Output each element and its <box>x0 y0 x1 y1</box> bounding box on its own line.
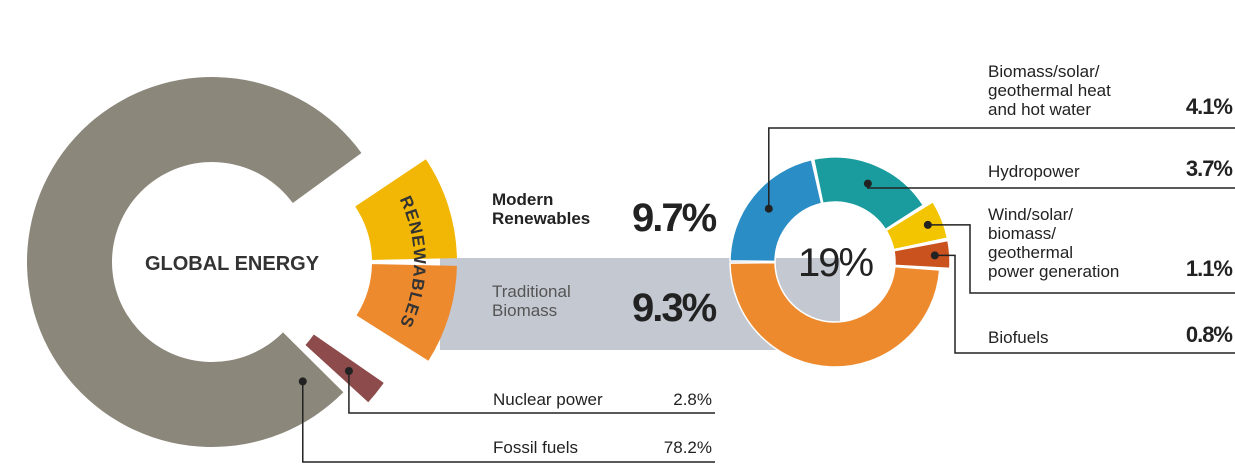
donut-segment <box>356 264 457 361</box>
category-label: Nuclear power <box>493 390 603 409</box>
value-label: 1.1% <box>1185 256 1233 281</box>
leader-dot <box>930 251 939 260</box>
value-label: 9.3% <box>632 286 717 330</box>
category-label: Biofuels <box>988 328 1049 347</box>
value-label: 78.2% <box>663 438 712 457</box>
donut-segment <box>885 200 949 251</box>
donut-segment <box>355 159 457 260</box>
leader-line <box>934 254 1235 354</box>
donut-segment <box>729 261 941 368</box>
value-label: 0.8% <box>1185 322 1233 347</box>
donut-segment <box>893 239 951 270</box>
center-label: 19% <box>798 241 873 285</box>
category-label: Wind/solar/ biomass/ geothermal power ge… <box>988 205 1120 281</box>
category-label: Traditional Biomass <box>492 282 571 320</box>
value-label: 9.7% <box>632 196 717 240</box>
leader-line <box>927 224 1235 294</box>
category-label: Modern Renewables <box>492 190 591 228</box>
leader-line <box>768 127 1235 209</box>
value-label: 2.8% <box>673 390 712 409</box>
donut-segment <box>27 77 362 448</box>
center-label: GLOBAL ENERGY <box>145 253 320 275</box>
category-label: Fossil fuels <box>493 438 579 457</box>
category-label: Hydropower <box>988 162 1080 181</box>
leader-dot <box>923 220 932 229</box>
category-label: Biomass/solar/ geothermal heat and hot w… <box>988 62 1111 119</box>
donut-segment <box>305 334 384 403</box>
leader-dot <box>298 377 307 386</box>
donut-segment <box>729 158 823 263</box>
value-label: 4.1% <box>1185 94 1233 119</box>
leader-dot <box>863 179 872 188</box>
value-label: 3.7% <box>1185 156 1233 181</box>
leader-line <box>348 370 715 414</box>
leader-dot <box>344 366 353 375</box>
leader-dot <box>764 204 773 213</box>
donut-segment <box>812 156 925 231</box>
leader-line <box>867 183 1235 189</box>
leader-line <box>302 381 715 463</box>
